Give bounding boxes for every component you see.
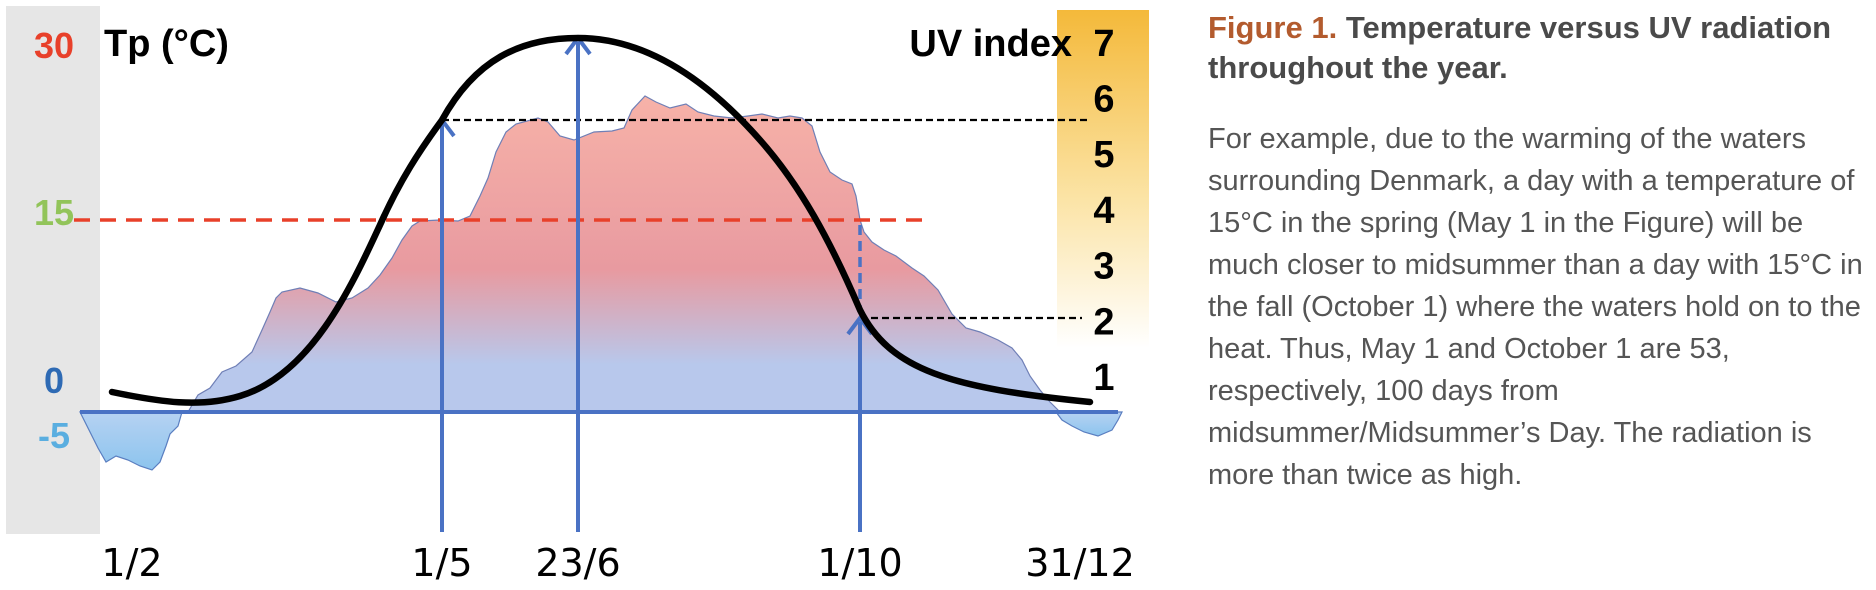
uv-curve — [108, 34, 1094, 406]
left-tick-15: 15 — [34, 192, 74, 233]
uv-tick-4: 4 — [1093, 190, 1114, 232]
cold-area-left — [79, 411, 183, 471]
uv-axis-band — [1057, 10, 1149, 348]
uv-tick-1: 1 — [1093, 357, 1114, 399]
uv-tick-6: 6 — [1093, 79, 1114, 121]
x-tick-1-10: 1/10 — [817, 541, 902, 585]
figure-title: Figure 1. Temperature versus UV radiatio… — [1208, 8, 1868, 88]
figure-caption: Figure 1. Temperature versus UV radiatio… — [1208, 8, 1868, 496]
left-axis-title: Tp (°C) — [104, 23, 229, 65]
cold-area-right — [1054, 411, 1123, 437]
uv-tick-7: 7 — [1093, 23, 1114, 65]
uv-tick-2: 2 — [1093, 301, 1114, 343]
temperature-area — [186, 95, 1062, 413]
left-tick--5: -5 — [38, 415, 70, 456]
uv-tick-3: 3 — [1093, 246, 1114, 288]
uv-axis-title: UV index — [909, 23, 1072, 65]
figure-description: For example, due to the warming of the w… — [1208, 123, 1863, 491]
left-tick-30: 30 — [34, 25, 74, 66]
temperature-uv-chart: Tp (°C) UV index 30 15 0 -5 1 2 3 4 5 6 7 1/2 1/5 2… — [6, 6, 1149, 585]
x-tick-23-6: 23/6 — [535, 541, 620, 585]
x-axis-ticks: 1/2 1/5 23/6 1/10 31/12 — [101, 541, 1134, 585]
x-tick-31-12: 31/12 — [1025, 541, 1135, 585]
x-tick-1-5: 1/5 — [411, 541, 472, 585]
x-tick-1-2: 1/2 — [101, 541, 162, 585]
left-axis-band — [6, 6, 100, 534]
left-tick-0: 0 — [44, 360, 64, 401]
uv-tick-5: 5 — [1093, 134, 1114, 176]
figure-title-text: Temperature versus UV radiation througho… — [1208, 10, 1832, 85]
left-axis-ticks: 30 15 0 -5 — [34, 25, 74, 456]
figure-number: Figure 1. — [1208, 10, 1338, 45]
uv-axis-ticks: 1 2 3 4 5 6 7 — [1093, 23, 1114, 399]
